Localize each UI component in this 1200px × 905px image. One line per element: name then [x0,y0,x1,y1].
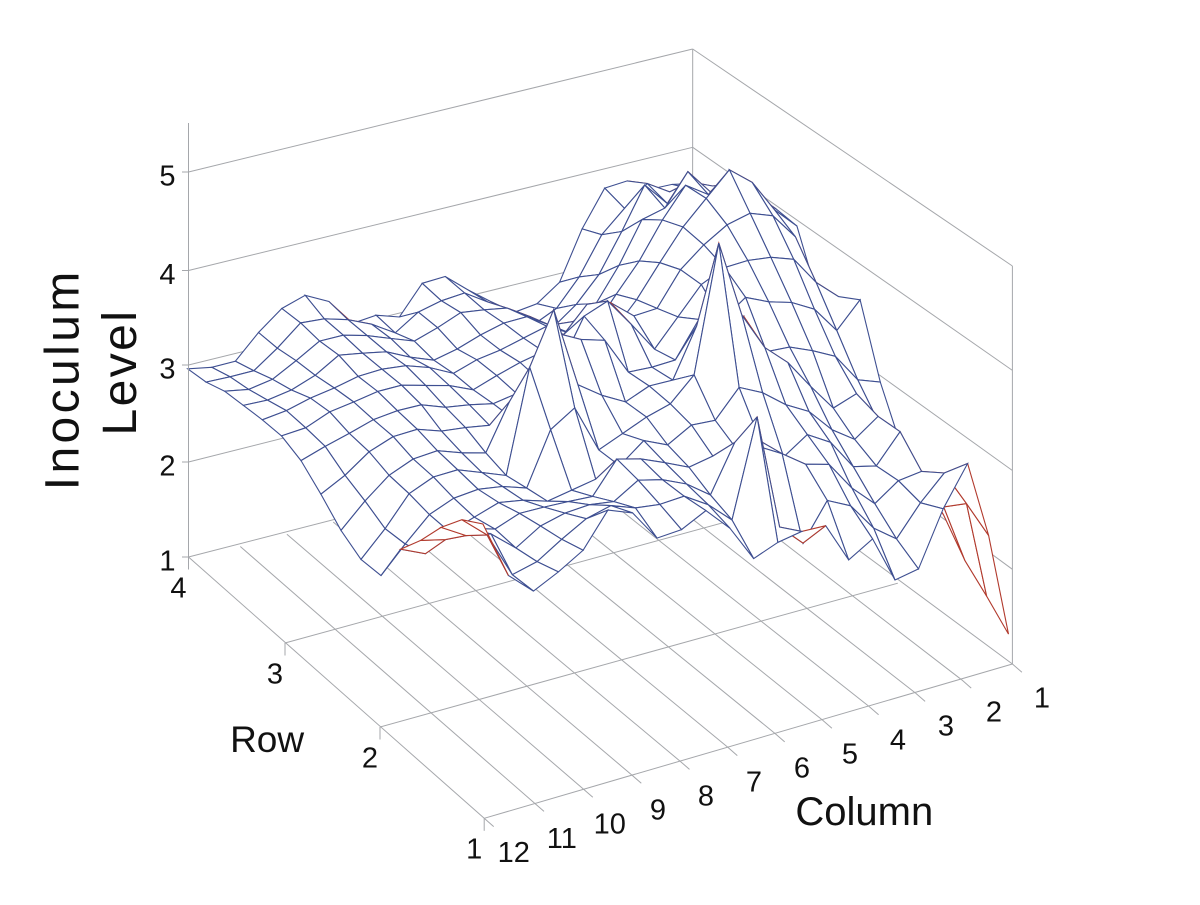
svg-text:Column: Column [795,790,933,834]
svg-text:6: 6 [794,753,810,785]
svg-text:2: 2 [362,742,378,774]
svg-text:2: 2 [986,697,1002,729]
svg-text:8: 8 [698,781,714,813]
svg-text:1: 1 [1034,683,1050,715]
svg-text:3: 3 [159,354,175,386]
svg-text:Row: Row [230,719,304,760]
svg-text:11: 11 [547,823,577,855]
svg-text:4: 4 [159,259,175,291]
svg-text:10: 10 [594,809,626,841]
svg-text:Level: Level [94,309,147,436]
svg-text:9: 9 [650,795,666,827]
svg-text:2: 2 [159,451,175,483]
svg-text:7: 7 [746,767,762,799]
svg-text:5: 5 [842,739,858,771]
svg-text:4: 4 [170,572,186,604]
svg-text:3: 3 [267,658,283,690]
svg-text:1: 1 [466,834,482,866]
svg-text:12: 12 [498,837,530,869]
svg-text:4: 4 [890,725,906,757]
svg-text:Inoculum: Inoculum [37,268,90,490]
svg-text:3: 3 [938,711,954,743]
svg-text:5: 5 [159,161,175,193]
